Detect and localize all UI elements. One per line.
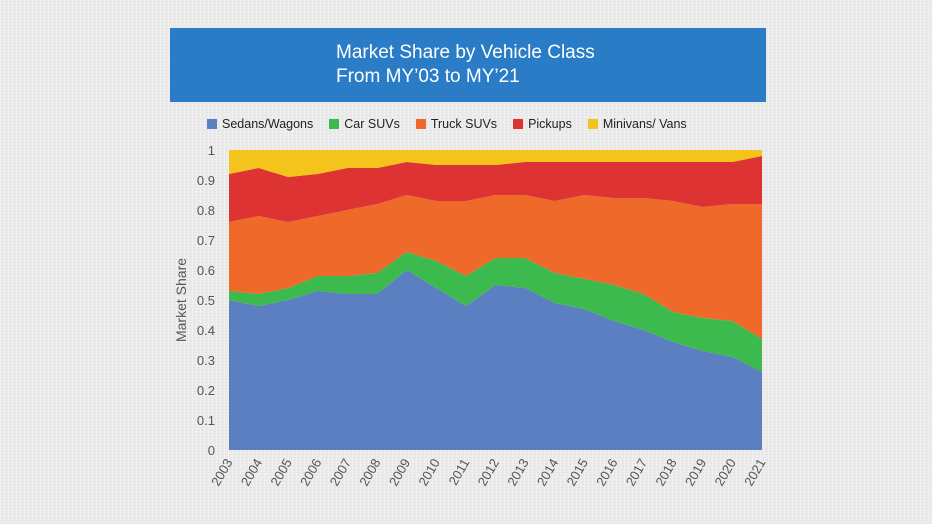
x-tick-label: 2011 (446, 456, 473, 488)
legend-swatch (513, 119, 524, 129)
legend: Sedans/Wagons Car SUVs Truck SUVs Pickup… (207, 114, 703, 134)
legend-item-truck-suvs: Truck SUVs (415, 117, 498, 131)
y-tick-label: 0.4 (197, 323, 215, 338)
y-tick-label: 0.8 (197, 203, 215, 218)
x-tick-label: 2007 (327, 456, 354, 489)
y-tick-label: 1 (208, 143, 215, 158)
area-series-minivans-vans (229, 150, 762, 177)
y-tick-label: 0.2 (197, 383, 215, 398)
x-tick-label: 2006 (297, 456, 324, 489)
x-tick-labels: 2003 2004 2005 2006 2007 2008 2009 2010 2011 2012… (208, 456, 768, 489)
area-series-car-suvs (229, 252, 762, 372)
x-tick-label: 2020 (712, 456, 739, 489)
legend-item-minivans-vans: Minivans/ Vans (587, 117, 687, 131)
area-series-sedans-wagons (229, 270, 762, 450)
x-tick-label: 2009 (386, 456, 413, 489)
legend-label: Car SUVs (344, 117, 400, 131)
x-tick-label: 2003 (208, 456, 235, 489)
area-series-truck-suvs (229, 195, 762, 339)
title-banner: Market Share by Vehicle Class From MY’03… (170, 28, 766, 102)
legend-swatch (329, 119, 340, 129)
y-axis-label: Market Share (173, 258, 189, 342)
legend-swatch (587, 119, 598, 129)
area-series-pickups (229, 156, 762, 222)
legend-item-car-suvs: Car SUVs (329, 117, 400, 131)
area-layer (229, 150, 762, 450)
y-tick-label: 0.6 (197, 263, 215, 278)
legend-item-sedans-wagons: Sedans/Wagons (207, 117, 313, 131)
x-tick-label: 2012 (475, 456, 502, 489)
y-tick-label: 0.9 (197, 173, 215, 188)
legend-swatch (415, 119, 426, 129)
x-tick-label: 2016 (593, 456, 620, 489)
x-tick-label: 2015 (563, 456, 590, 489)
y-tick-label: 0.1 (197, 413, 215, 428)
x-tick-label: 2017 (623, 456, 650, 489)
legend-label: Pickups (528, 117, 572, 131)
x-tick-label: 2014 (534, 456, 561, 489)
x-tick-label: 2019 (682, 456, 709, 489)
legend-label: Truck SUVs (430, 117, 498, 131)
legend-label: Sedans/Wagons (222, 117, 314, 131)
legend-item-pickups: Pickups (513, 117, 572, 131)
x-tick-label: 2010 (415, 456, 442, 489)
y-tick-label: 0.7 (197, 233, 215, 248)
legend-swatch (207, 119, 217, 129)
y-tick-labels: 0 0.1 0.2 0.3 0.4 0.5 0.6 0.7 0.8 0.9 1 (197, 143, 215, 458)
x-tick-label: 2021 (741, 456, 768, 489)
x-tick-label: 2018 (652, 456, 679, 489)
x-tick-label: 2004 (238, 456, 265, 489)
y-tick-label: 0 (208, 443, 215, 458)
y-tick-label: 0.3 (197, 353, 215, 368)
x-tick-label: 2005 (267, 456, 294, 489)
legend-label: Minivans/ Vans (602, 117, 687, 131)
x-tick-label: 2008 (356, 456, 383, 489)
y-tick-label: 0.5 (197, 293, 215, 308)
x-tick-label: 2013 (504, 456, 531, 489)
chart-title: Market Share by Vehicle Class (336, 42, 595, 63)
chart-subtitle: From MY’03 to MY’21 (336, 66, 520, 87)
